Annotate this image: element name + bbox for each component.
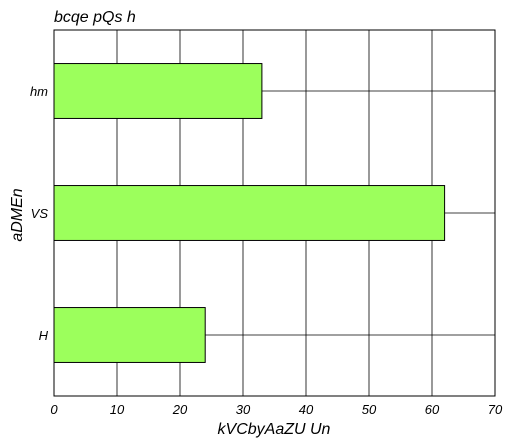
plot-frame [53,29,496,397]
x-axis-label: kVCbyAaZU Un [218,421,331,438]
y-tick-label: H [39,328,49,343]
chart-title: bcqe pQs h [54,9,136,26]
bar-h [53,307,206,363]
x-tick-label: 30 [236,402,251,417]
x-tick-label: 60 [425,402,440,417]
x-tick-label: 0 [50,402,58,417]
x-tick-label: 10 [110,402,125,417]
y-tick-label: VS [31,206,49,221]
y-axis-label: aDMEn [9,188,26,241]
bar-vs [53,185,446,241]
bar-hm [53,63,263,119]
bars-group [53,63,446,363]
x-tick-label: 40 [299,402,314,417]
x-tick-label: 50 [362,402,377,417]
x-tick-labels: 0 10 20 30 40 50 60 70 [50,402,503,417]
x-tick-label: 70 [488,402,503,417]
x-tick-label: 20 [172,402,188,417]
y-tick-labels: H VS hm [30,84,49,343]
y-tick-label: hm [30,84,48,99]
